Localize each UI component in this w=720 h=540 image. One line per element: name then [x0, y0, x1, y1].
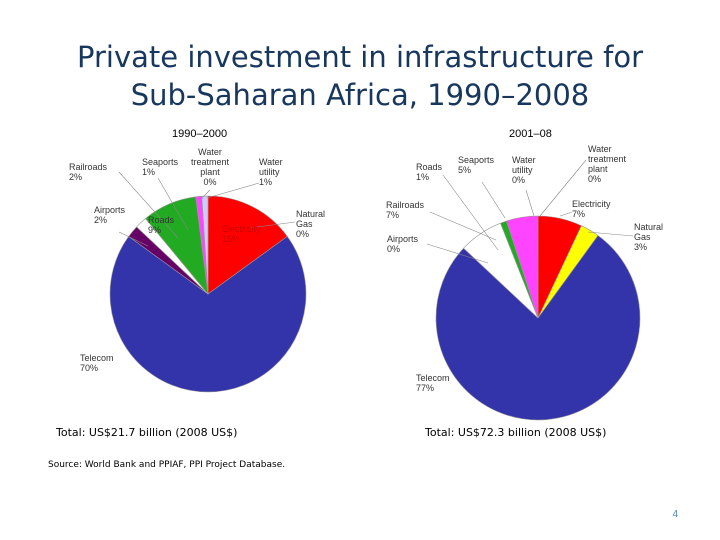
- leader-line: [157, 177, 189, 231]
- leader-line: [118, 171, 179, 239]
- slice-label: Roads 1%: [416, 162, 443, 182]
- slice-label: Roads 9%: [148, 215, 175, 235]
- leader-line: [587, 231, 634, 237]
- slice-label: Telecom 70%: [80, 353, 114, 373]
- pie-slice-seaports: [506, 215, 539, 319]
- leader-line: [481, 181, 506, 219]
- leader-line: [118, 231, 149, 247]
- pie-1-total: Total: US$21.7 billion (2008 US$): [56, 426, 238, 439]
- slice-label: Seaports 1%: [142, 157, 179, 177]
- slide-title: Private investment in infrastructure for…: [77, 40, 643, 112]
- pie-slice-telecom: [109, 235, 307, 393]
- slice-label: Natural Gas 3%: [634, 222, 663, 252]
- slice-label: Airports 2%: [94, 205, 126, 225]
- leader-line: [201, 189, 211, 199]
- pie-chart-1990-2000: Electricity 15% Natural Gas 0% Telecom 70% Airp…: [69, 147, 325, 393]
- slice-label: Water utility 1%: [259, 157, 283, 187]
- leader-line: [206, 182, 260, 199]
- slice-label: Water utility 0%: [512, 155, 536, 185]
- slice-label: Railroads 7%: [386, 200, 425, 220]
- leader-line: [249, 221, 296, 229]
- pie-2-total: Total: US$72.3 billion (2008 US$): [425, 426, 607, 439]
- slice-label: Water treatment plant 0%: [191, 147, 230, 187]
- slice-label: Railroads 2%: [69, 162, 108, 182]
- pie-slice-telecom: [435, 235, 641, 421]
- pie-chart-2001-08: Electricity 7% Natural Gas 3% Telecom 77% Airpo…: [386, 144, 663, 421]
- slice-label: Seaports 5%: [458, 155, 495, 175]
- leader-line: [559, 211, 573, 217]
- leader-line: [539, 159, 587, 217]
- slice-label: Airports 0%: [387, 234, 419, 254]
- source-note: Source: World Bank and PPIAF, PPI Projec…: [48, 460, 286, 470]
- slice-label: Telecom 77%: [416, 373, 450, 393]
- slice-label: Water treatment plant 0%: [588, 144, 627, 184]
- leader-line: [525, 189, 535, 217]
- pie-1-period-title: 1990–2000: [172, 128, 228, 140]
- leader-line: [426, 243, 489, 264]
- page-number: 4: [672, 509, 678, 520]
- slice-label: Natural Gas 0%: [296, 209, 325, 239]
- pie-slice-water-utility: [201, 195, 209, 295]
- slice-label: Electricity 7%: [572, 199, 611, 219]
- slice-label: Electricity 15%: [222, 224, 261, 244]
- pie-2-period-title: 2001–08: [509, 128, 552, 140]
- leader-line: [442, 174, 499, 251]
- leader-line: [429, 211, 497, 241]
